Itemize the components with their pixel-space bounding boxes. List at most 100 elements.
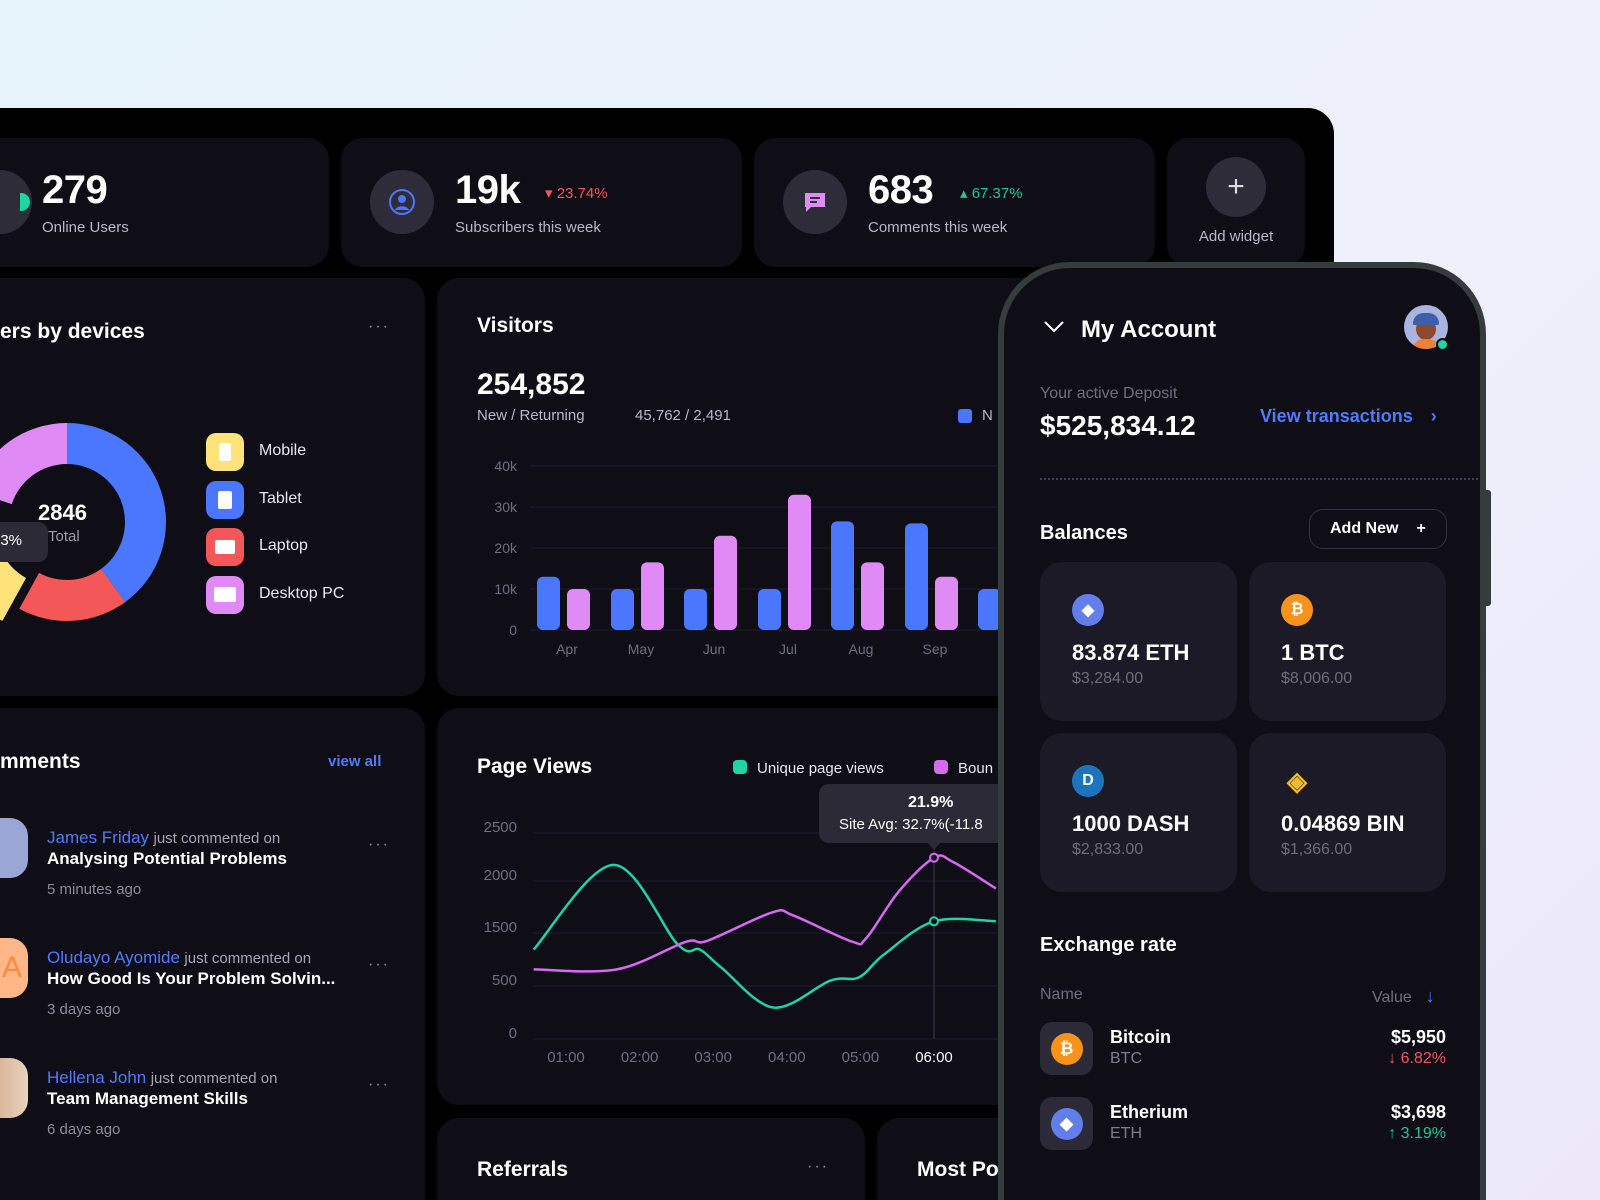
y-tick-label: 30k: [494, 499, 518, 515]
add-widget-card[interactable]: + Add widget: [1167, 138, 1305, 267]
stat-value: 683: [868, 168, 934, 212]
legend-label-2: Laptop: [259, 537, 308, 554]
bar-May-1[interactable]: [641, 562, 664, 630]
legend-label-0: Mobile: [259, 442, 307, 459]
view-all-link[interactable]: view all: [328, 753, 382, 770]
comment-author[interactable]: Hellena John: [47, 1068, 147, 1087]
x-tick-label: 02:00: [621, 1049, 659, 1066]
tablet-icon: [206, 480, 244, 519]
more-options-button[interactable]: ···: [807, 1158, 829, 1175]
highlight-point-0[interactable]: [929, 916, 939, 927]
rate-name[interactable]: Bitcoin: [1110, 1027, 1171, 1047]
stat-value: 279: [42, 168, 108, 212]
comment-item[interactable]: James Friday just commented on Analysing …: [47, 828, 347, 898]
balance-card[interactable]: ₿ 1 BTC $8,006.00: [1249, 562, 1446, 721]
legend-label-1: Boun: [958, 760, 993, 777]
add-new-button[interactable]: Add New +: [1309, 509, 1447, 549]
page-views-title: Page Views: [477, 755, 593, 778]
comment-topic[interactable]: How Good Is Your Problem Solvin...: [47, 969, 336, 988]
coin-icon: ₿: [1040, 1022, 1093, 1075]
chevron-down-icon[interactable]: [1042, 318, 1066, 339]
x-tick-label: 06:00: [915, 1049, 953, 1066]
y-tick-label: 10k: [494, 581, 518, 597]
more-options-button[interactable]: ···: [368, 318, 390, 335]
comment-author[interactable]: James Friday: [47, 828, 150, 847]
plus-icon[interactable]: +: [1206, 157, 1266, 217]
account-title: My Account: [1081, 316, 1217, 343]
desktop-icon: [206, 575, 244, 614]
avatar[interactable]: A: [0, 938, 28, 998]
highlight-point-1[interactable]: [929, 852, 939, 863]
donut-slice-mobile[interactable]: [0, 494, 27, 621]
legend-swatch-0: [733, 760, 747, 774]
balance-usd: $8,006.00: [1281, 670, 1353, 687]
bar-Jul-1[interactable]: [788, 494, 811, 630]
comment-author[interactable]: Oludayo Ayomide: [47, 948, 180, 967]
devices-donut-chart: [0, 423, 166, 621]
bar-next-0[interactable]: [978, 589, 1000, 630]
tooltip-value: 21.9%: [908, 794, 954, 811]
phone-side-button: [1485, 490, 1491, 606]
bar-May-0[interactable]: [611, 589, 634, 630]
legend-swatch-1: [934, 760, 948, 774]
donut-slice-tablet[interactable]: [67, 423, 166, 603]
more-options-button[interactable]: ···: [368, 956, 390, 973]
balance-usd: $3,284.00: [1072, 670, 1144, 687]
donut-total-label: Total: [48, 528, 80, 545]
most-popular-title: Most Po: [917, 1158, 999, 1181]
stat-label: Comments this week: [868, 219, 1008, 236]
tooltip-detail: Site Avg: 32.7%(-11.8: [839, 816, 983, 833]
x-tick-label: 04:00: [768, 1049, 806, 1066]
more-options-button[interactable]: ···: [368, 1076, 390, 1093]
comment-time: 3 days ago: [47, 1001, 121, 1018]
balance-card[interactable]: ◈ 0.04869 BIN $1,366.00: [1249, 733, 1446, 892]
referrals-title: Referrals: [477, 1158, 569, 1181]
bar-Aug-0[interactable]: [831, 521, 854, 630]
view-transactions-link[interactable]: View transactions ›: [1260, 406, 1437, 426]
page-views-line-chart: 0 500 1500 2000 2500 01:00 02:00 03:00 04:00 05:0…: [484, 760, 1000, 1066]
bar-Jul-0[interactable]: [758, 589, 781, 630]
laptop-icon: [206, 528, 244, 566]
bar-Aug-1[interactable]: [861, 562, 884, 630]
bar-Apr-1[interactable]: [567, 589, 590, 630]
stat-card-online-users: 279 Online Users: [0, 138, 329, 267]
avatar[interactable]: [0, 818, 28, 878]
stat-change-up: ▴ 67.37%: [960, 185, 1023, 202]
comment-item[interactable]: Oludayo Ayomide just commented on How Goo…: [47, 948, 347, 1018]
donut-slice-desktop-pc[interactable]: [0, 423, 67, 505]
balance-amount: 1000 DASH: [1072, 811, 1190, 836]
visitors-sub-label: New / Returning: [477, 407, 585, 424]
user-circle-icon: [370, 170, 434, 234]
tooltip-pointer: [928, 843, 940, 850]
y-tick-label: 0: [509, 622, 517, 638]
rate-name[interactable]: Etherium: [1110, 1102, 1189, 1122]
balance-card[interactable]: D 1000 DASH $2,833.00: [1040, 733, 1237, 892]
col-value-sort[interactable]: Value ↓: [1372, 986, 1435, 1006]
avatar[interactable]: [1404, 305, 1448, 349]
stat-label: Online Users: [42, 219, 129, 236]
donut-slice-laptop[interactable]: [19, 568, 126, 621]
x-tick-label: Apr: [556, 641, 578, 657]
balance-usd: $1,366.00: [1281, 841, 1353, 858]
balance-amount: 0.04869 BIN: [1281, 811, 1405, 836]
bar-Sep-1[interactable]: [935, 576, 958, 630]
avatar[interactable]: [0, 1058, 28, 1118]
comments-title: mments: [0, 750, 81, 773]
y-tick-label: 2000: [484, 867, 517, 884]
more-options-button[interactable]: ···: [368, 836, 390, 853]
x-tick-label: Sep: [923, 641, 948, 657]
bar-Jun-0[interactable]: [684, 589, 707, 630]
comment-topic[interactable]: Team Management Skills: [47, 1089, 248, 1108]
x-tick-label: Aug: [849, 641, 874, 657]
comment-topic[interactable]: Analysing Potential Problems: [47, 849, 287, 868]
balance-card[interactable]: ◆ 83.874 ETH $3,284.00: [1040, 562, 1237, 721]
coin-icon: ◆: [1040, 1097, 1093, 1150]
rate-change: ↓ 6.82%: [1388, 1050, 1446, 1067]
comment-item[interactable]: Hellena John just commented on Team Manag…: [47, 1068, 347, 1138]
bar-Apr-0[interactable]: [537, 576, 560, 630]
bar-Jun-1[interactable]: [714, 535, 737, 630]
bar-Sep-0[interactable]: [905, 523, 928, 630]
comment-time: 6 days ago: [47, 1121, 121, 1138]
y-tick-label: 2500: [484, 819, 517, 836]
comments-card: mments view all James Friday just commen…: [0, 708, 425, 1200]
